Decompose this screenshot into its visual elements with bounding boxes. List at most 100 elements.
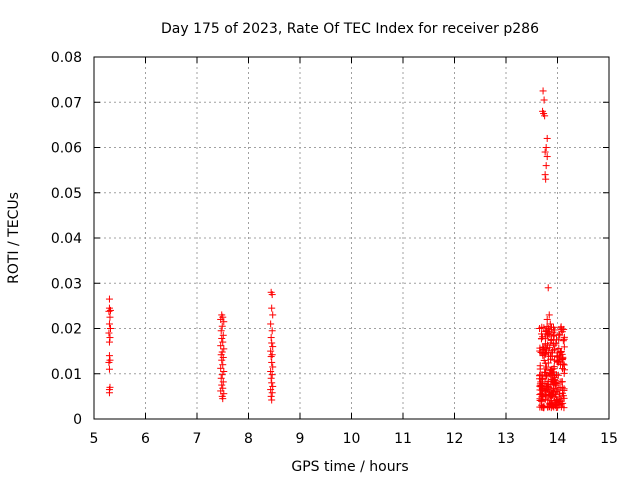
data-point xyxy=(550,346,558,354)
data-point xyxy=(268,291,276,299)
data-point xyxy=(218,371,226,379)
data-point xyxy=(267,347,275,355)
data-point xyxy=(105,338,113,346)
data-point xyxy=(560,333,568,341)
data-point xyxy=(105,295,113,303)
data-point xyxy=(544,352,552,360)
data-point xyxy=(536,403,544,411)
data-point xyxy=(560,369,568,377)
data-point xyxy=(268,351,276,359)
data-point xyxy=(543,330,551,338)
data-point xyxy=(267,353,275,361)
data-point xyxy=(105,320,113,328)
y-tick-label: 0 xyxy=(73,412,82,428)
data-point xyxy=(545,390,553,398)
data-point xyxy=(552,379,560,387)
data-point xyxy=(219,361,227,369)
data-point xyxy=(218,322,226,330)
data-point xyxy=(554,371,562,379)
data-point xyxy=(544,386,552,394)
x-tick-label: 10 xyxy=(343,431,361,447)
grid-lines xyxy=(94,57,609,419)
x-tick-label: 14 xyxy=(549,431,567,447)
data-point xyxy=(557,400,565,408)
y-tick-label: 0.07 xyxy=(51,95,82,111)
data-point xyxy=(218,334,226,342)
y-tick-label: 0.08 xyxy=(51,50,82,66)
data-point xyxy=(548,368,556,376)
x-tick-label: 15 xyxy=(600,431,618,447)
data-point xyxy=(554,353,562,361)
data-point xyxy=(269,311,277,319)
data-point xyxy=(268,389,276,397)
data-point xyxy=(106,334,114,342)
x-tick-label: 13 xyxy=(497,431,515,447)
y-axis-title: ROTI / TECUs xyxy=(6,192,22,284)
data-point xyxy=(105,358,113,366)
data-point xyxy=(539,385,547,393)
data-point xyxy=(268,371,276,379)
data-point xyxy=(555,336,563,344)
x-tick-label: 6 xyxy=(141,431,150,447)
data-point xyxy=(552,390,560,398)
data-point xyxy=(543,322,551,330)
data-point xyxy=(220,367,228,375)
data-point xyxy=(545,311,553,319)
data-point xyxy=(106,313,114,321)
data-point xyxy=(557,324,565,332)
data-point xyxy=(269,363,277,371)
data-point xyxy=(558,378,566,386)
data-point xyxy=(554,403,562,411)
data-point xyxy=(267,320,275,328)
data-point xyxy=(220,318,228,326)
data-point xyxy=(541,148,549,156)
data-point xyxy=(105,307,113,315)
data-point xyxy=(536,325,544,333)
data-point xyxy=(267,374,275,382)
data-point xyxy=(542,373,550,381)
data-point xyxy=(219,395,227,403)
data-point xyxy=(268,379,276,387)
data-point xyxy=(548,375,556,383)
data-point xyxy=(218,381,226,389)
x-tick-label: 11 xyxy=(394,431,412,447)
data-point xyxy=(558,365,566,373)
data-point xyxy=(106,306,114,314)
data-point xyxy=(268,304,276,312)
data-point xyxy=(268,339,276,347)
data-point xyxy=(542,175,550,183)
y-tick-label: 0.02 xyxy=(51,322,82,338)
data-point xyxy=(217,374,225,382)
data-point xyxy=(220,345,228,353)
x-tick-label: 8 xyxy=(244,431,253,447)
data-point xyxy=(267,392,275,400)
data-point xyxy=(267,367,275,375)
x-axis-title: GPS time / hours xyxy=(291,459,408,475)
data-point xyxy=(105,389,113,397)
axis-ticks xyxy=(93,56,610,420)
data-point xyxy=(550,363,558,371)
data-point xyxy=(547,336,555,344)
data-point xyxy=(547,396,555,404)
data-point xyxy=(536,344,544,352)
data-point xyxy=(268,358,276,366)
data-points xyxy=(105,87,569,412)
data-point xyxy=(219,331,227,339)
data-point xyxy=(543,134,551,142)
data-point xyxy=(268,396,276,404)
chart-title: Day 175 of 2023, Rate Of TEC Index for r… xyxy=(161,21,539,37)
data-point xyxy=(268,327,276,335)
data-point xyxy=(539,87,547,95)
data-point xyxy=(544,359,552,367)
x-tick-label: 5 xyxy=(90,431,99,447)
data-point xyxy=(555,393,563,401)
data-point xyxy=(219,378,227,386)
data-point xyxy=(541,395,549,403)
data-point xyxy=(556,360,564,368)
data-point xyxy=(556,348,564,356)
data-point xyxy=(106,325,114,332)
data-point xyxy=(541,350,549,358)
data-point xyxy=(550,341,558,349)
data-point xyxy=(550,387,558,395)
data-point xyxy=(217,364,225,372)
